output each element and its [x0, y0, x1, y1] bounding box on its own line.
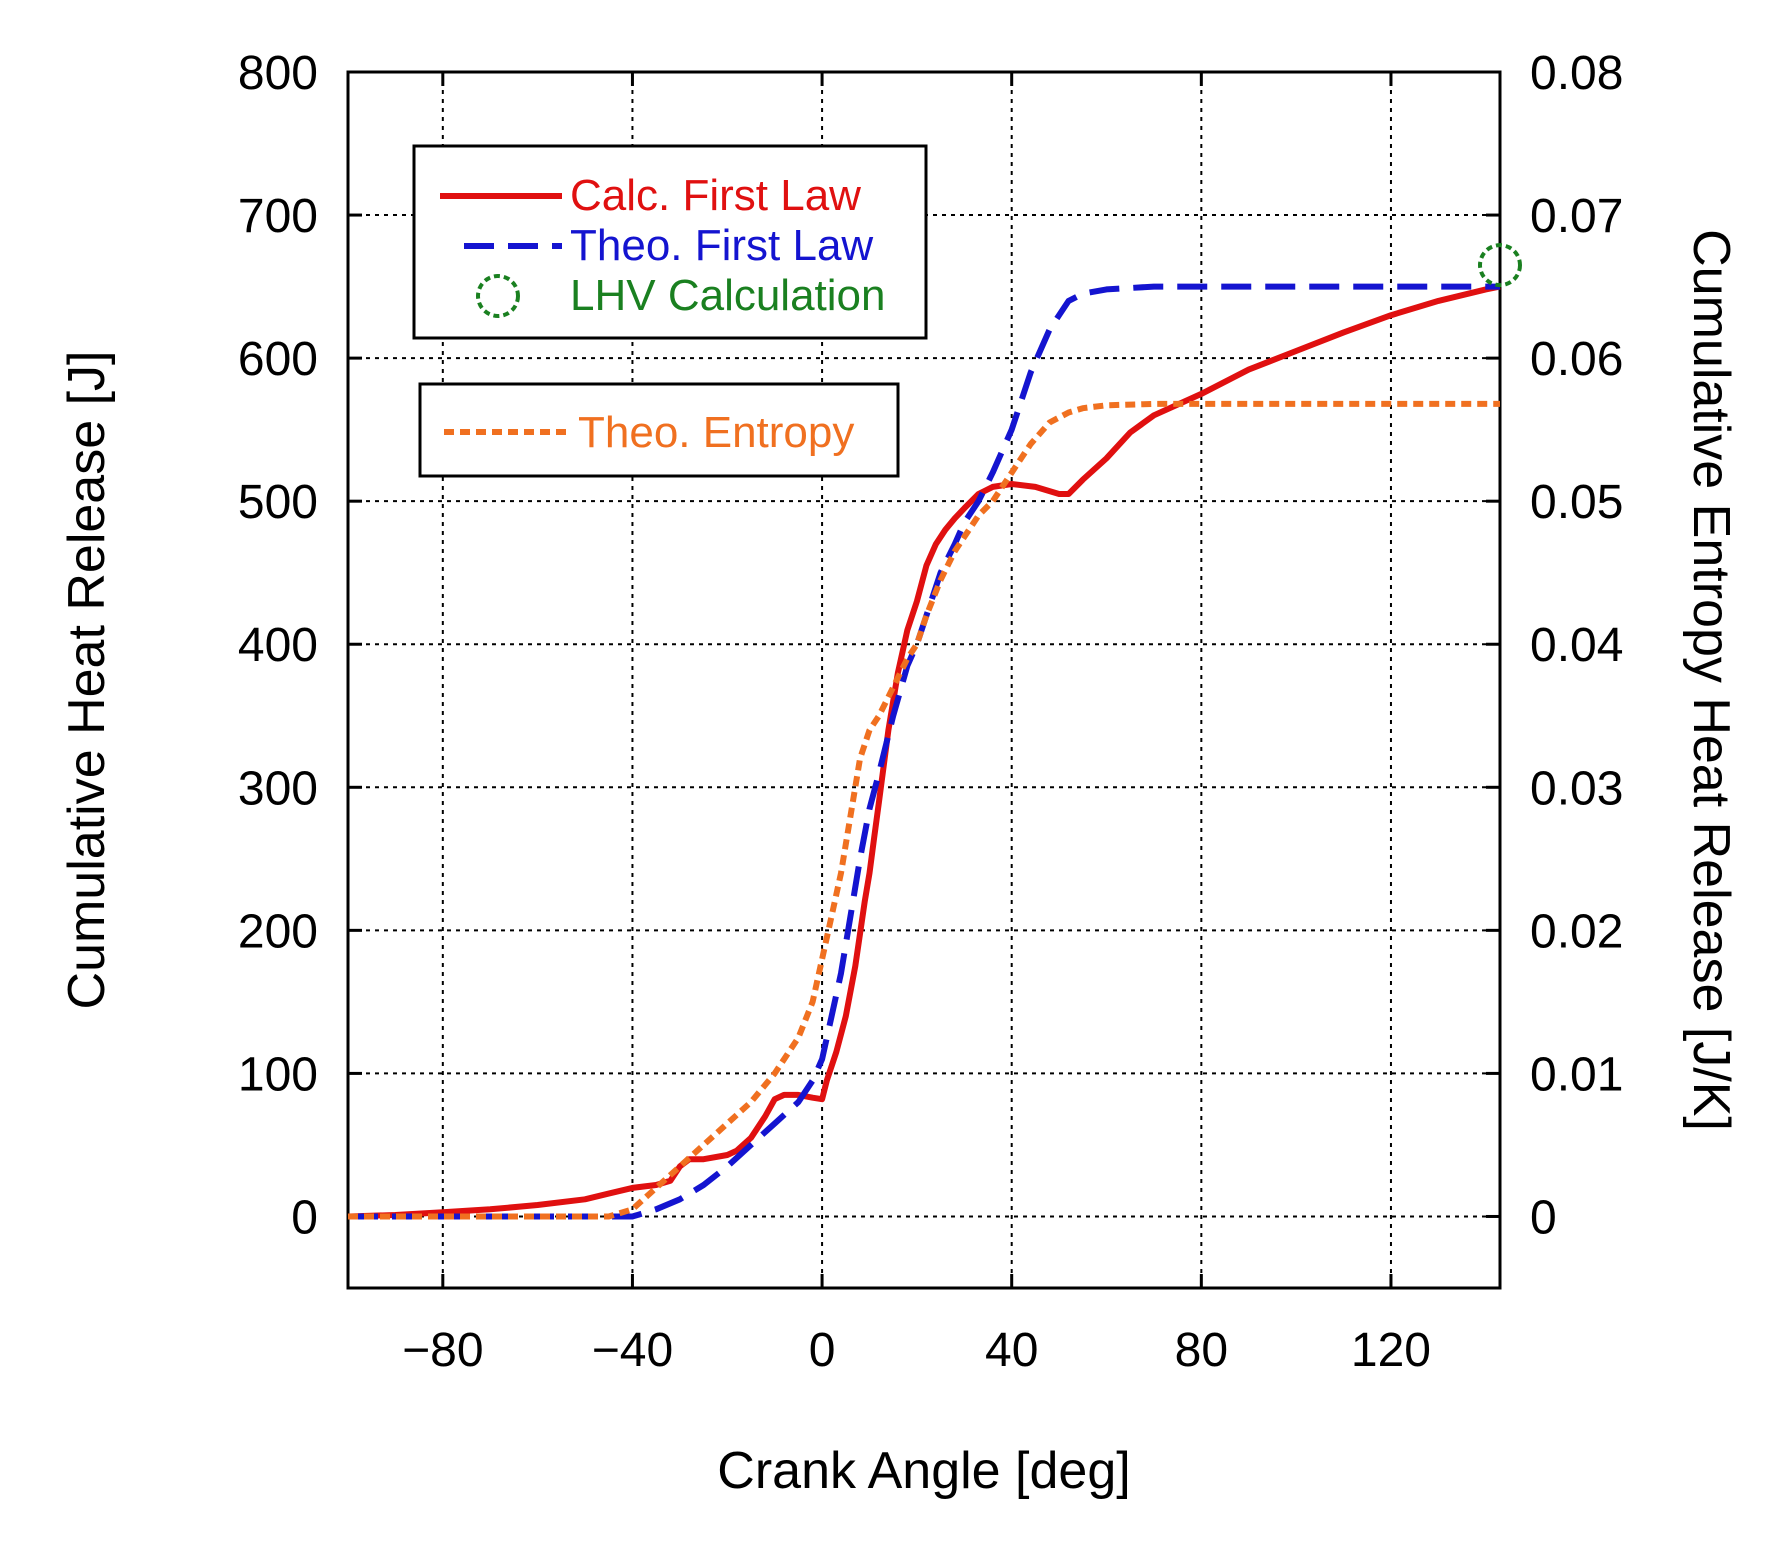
legend-swatch-lhv-calculation: [476, 274, 520, 318]
y-tick-label: 200: [238, 905, 318, 958]
y2-tick-labels: 0 0.01 0.02 0.03 0.04 0.05 0.06 0.07 0.08: [1530, 47, 1623, 1244]
x-tick-label: 80: [1175, 1324, 1228, 1377]
y-tick-label: 0: [291, 1191, 318, 1244]
y-tick-label: 700: [238, 190, 318, 243]
x-tick-label: −80: [402, 1324, 483, 1377]
y2-tick-label: 0.04: [1530, 619, 1623, 672]
series-line-theo-entropy: [348, 400, 1500, 1220]
legend-secondary: Theo. Entropy: [418, 382, 900, 478]
x-tick-label: 0: [809, 1324, 836, 1377]
y2-tick-label: 0.07: [1530, 190, 1623, 243]
series-layer: [347, 243, 1522, 1220]
y2-tick-label: 0: [1530, 1191, 1557, 1244]
x-tick-label: −40: [592, 1324, 673, 1377]
y-tick-label: 500: [238, 476, 318, 529]
legend-primary-frame: [412, 144, 928, 340]
y-tick-labels: 0 100 200 300 400 500 600 700 800: [238, 47, 318, 1244]
x-axis-title: Crank Angle [deg]: [717, 1442, 1130, 1500]
y2-tick-label: 0.03: [1530, 762, 1623, 815]
legend-label-theo-entropy: Theo. Entropy: [578, 408, 854, 457]
y-tick-label: 100: [238, 1048, 318, 1101]
legend-label-lhv-calculation: LHV Calculation: [570, 271, 886, 320]
plot-frame: [346, 70, 1502, 1290]
y2-tick-label: 0.05: [1530, 476, 1623, 529]
x-tick-labels: −80 −40 0 40 80 120: [402, 1324, 1431, 1377]
y-tick-label: 600: [238, 333, 318, 386]
y-tick-label: 400: [238, 619, 318, 672]
series-line-theo-first-law: [348, 283, 1500, 1220]
y-axis-title: Cumulative Heat Release [J]: [58, 351, 116, 1010]
x-tick-label: 40: [985, 1324, 1038, 1377]
axis-ticks: [348, 70, 1500, 1288]
y2-tick-label: 0.02: [1530, 905, 1623, 958]
legend-label-theo-first-law: Theo. First Law: [570, 221, 873, 270]
y-tick-label: 800: [238, 47, 318, 100]
x-tick-label: 120: [1351, 1324, 1431, 1377]
legend-label-calc-first-law: Calc. First Law: [570, 171, 861, 220]
y-tick-label: 300: [238, 762, 318, 815]
series-marker-lhv-calculation: [1478, 243, 1522, 288]
y2-tick-label: 0.01: [1530, 1048, 1623, 1101]
y2-tick-label: 0.08: [1530, 47, 1623, 100]
y2-tick-label: 0.06: [1530, 333, 1623, 386]
y2-axis-title: Cumulative Entropy Heat Release [J/K]: [1682, 229, 1740, 1131]
legend-primary: Calc. First Law Theo. First Law LHV Calc…: [412, 144, 928, 340]
